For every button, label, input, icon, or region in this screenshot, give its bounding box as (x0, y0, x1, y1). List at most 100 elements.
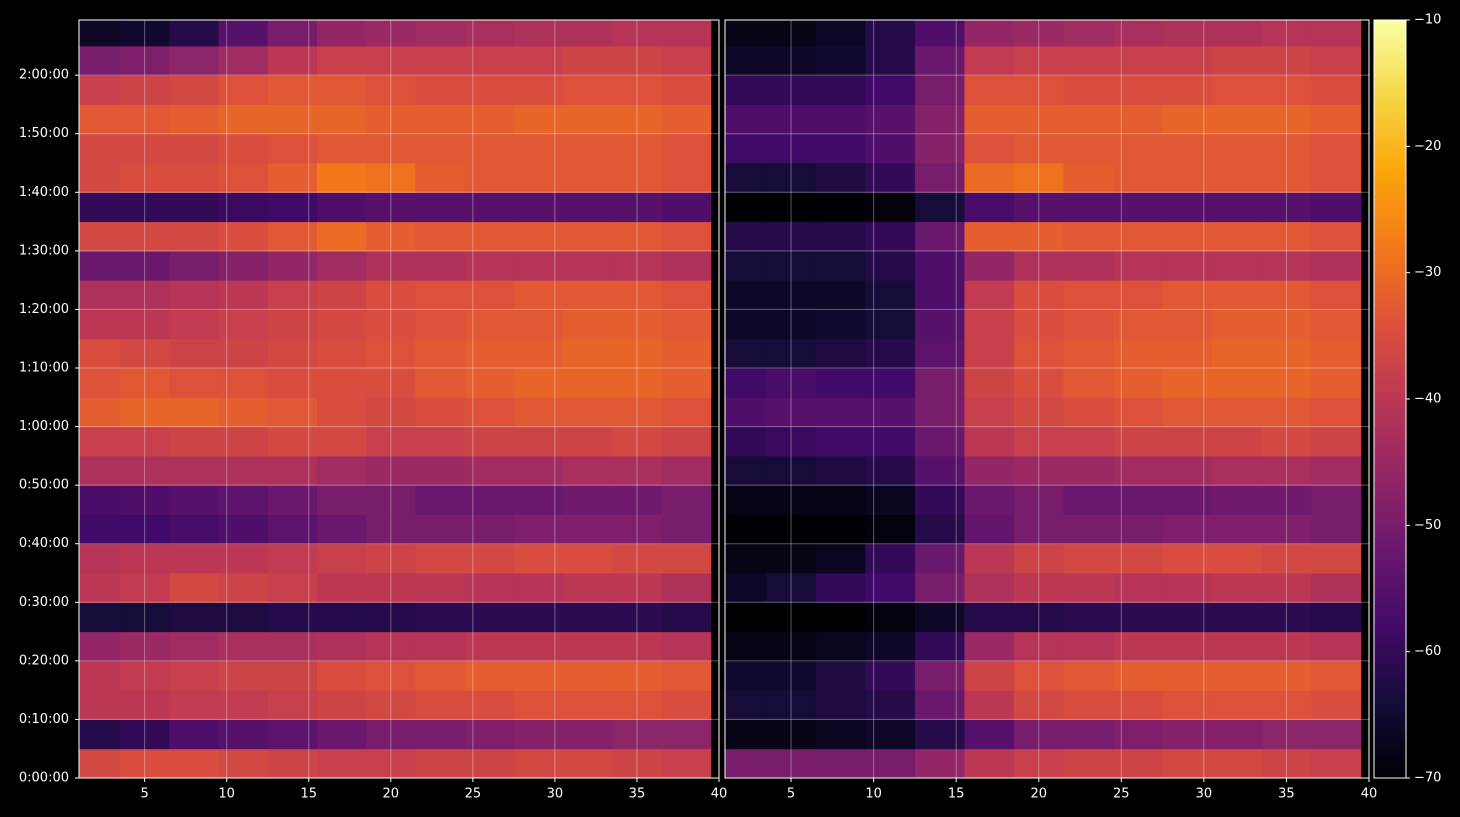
x-tick-label: 40 (1361, 787, 1378, 802)
cell (267, 397, 318, 428)
cell (1063, 280, 1114, 310)
cell (1113, 602, 1164, 633)
cell (1212, 250, 1263, 281)
cell (79, 719, 121, 750)
cell (415, 426, 466, 457)
cell (815, 660, 866, 691)
cell (120, 133, 170, 164)
cell (563, 455, 613, 486)
cell (1162, 660, 1213, 691)
cell (366, 280, 416, 310)
cell (1063, 660, 1114, 691)
cell (661, 250, 712, 281)
cell (1162, 485, 1213, 515)
cell (1261, 573, 1312, 603)
cell (415, 280, 466, 310)
cell (914, 602, 965, 633)
cell (464, 455, 515, 486)
cell (1162, 455, 1213, 486)
cell (661, 309, 712, 340)
cell (1113, 397, 1164, 428)
cell (1311, 338, 1362, 369)
cell (815, 133, 866, 164)
cell (725, 45, 767, 76)
cell (1311, 543, 1362, 574)
x-tick-label: 20 (383, 787, 400, 802)
cell (766, 573, 817, 603)
cell (169, 514, 219, 545)
cell (1113, 690, 1164, 720)
cell (563, 280, 613, 310)
cell (464, 45, 515, 76)
cell (661, 514, 712, 545)
cell (563, 221, 613, 252)
x-tick-label: 5 (141, 787, 149, 802)
cell (316, 602, 367, 633)
cell (218, 280, 269, 310)
cell (1063, 368, 1114, 398)
cell (914, 133, 965, 164)
cell (366, 573, 416, 603)
cell (316, 368, 367, 398)
x-tick-label: 30 (547, 787, 564, 802)
x-tick-label: 20 (1030, 787, 1047, 802)
cell (1212, 221, 1263, 252)
cell (267, 514, 318, 545)
cell (612, 221, 663, 252)
cell (612, 75, 663, 105)
cell (267, 338, 318, 369)
cell (169, 660, 219, 691)
cell (1311, 631, 1362, 662)
cell (563, 75, 613, 105)
cell (612, 45, 663, 76)
cell (316, 163, 367, 193)
cell (1311, 573, 1362, 603)
y-tick-label: 0:30:00 (19, 595, 69, 610)
cell (1113, 426, 1164, 457)
cell (513, 748, 564, 778)
cell (267, 250, 318, 281)
cell (1212, 719, 1263, 750)
cell (79, 660, 121, 691)
cell (267, 221, 318, 252)
cell (316, 280, 367, 310)
cell (366, 631, 416, 662)
cell (964, 514, 1015, 545)
x-tick-label: 15 (300, 787, 317, 802)
cell (464, 104, 515, 135)
cell (725, 280, 767, 310)
cell (725, 75, 767, 105)
cell (865, 719, 916, 750)
cell (267, 660, 318, 691)
cell (218, 309, 269, 340)
cell (914, 338, 965, 369)
cell (1261, 455, 1312, 486)
cell (464, 20, 515, 47)
cell (218, 631, 269, 662)
cell (513, 397, 564, 428)
cell (766, 602, 817, 633)
cell (169, 748, 219, 778)
cell (725, 192, 767, 223)
cell (1162, 192, 1213, 223)
cell (865, 485, 916, 515)
cell (169, 397, 219, 428)
cell (464, 514, 515, 545)
cell (1212, 163, 1263, 193)
cell (366, 455, 416, 486)
cell (79, 45, 121, 76)
cell (169, 104, 219, 135)
cell (267, 543, 318, 574)
cell (513, 20, 564, 47)
cell (612, 514, 663, 545)
cell (120, 221, 170, 252)
cell (120, 104, 170, 135)
cell (1212, 631, 1263, 662)
cell (1063, 163, 1114, 193)
cell (661, 20, 712, 47)
cell (79, 163, 121, 193)
cell (914, 426, 965, 457)
cell (1162, 573, 1213, 603)
y-tick-label: 0:50:00 (19, 478, 69, 493)
cell (120, 573, 170, 603)
